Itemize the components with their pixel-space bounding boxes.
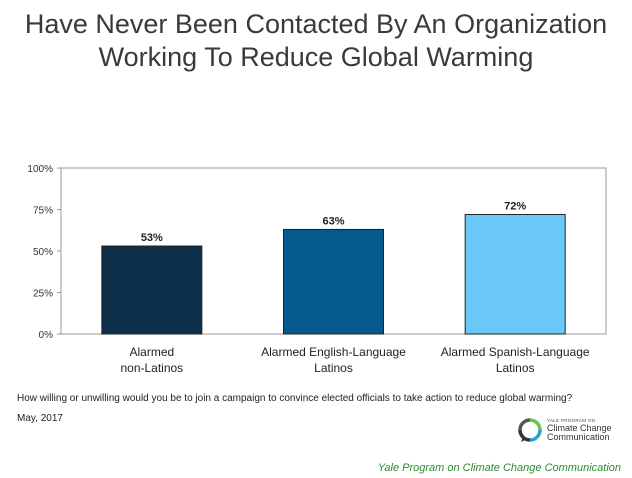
y-tick-label: 50%	[33, 247, 53, 258]
y-tick-label: 75%	[33, 206, 53, 217]
y-tick-label: 100%	[27, 164, 53, 175]
bar	[283, 228, 384, 335]
x-category-label: Alarmed	[129, 345, 174, 359]
speech-bubble-logo-icon	[518, 418, 542, 442]
bar-value-label: 53%	[141, 232, 163, 244]
footer-credit: Yale Program on Climate Change Communica…	[377, 462, 621, 474]
x-category-label: Latinos	[496, 361, 535, 375]
logo-small-text: YALE PROGRAM ON	[547, 418, 596, 423]
x-category-label: Alarmed Spanish-Language	[441, 345, 590, 359]
survey-question: How willing or unwilling would you be to…	[17, 393, 573, 404]
survey-date: May, 2017	[17, 413, 63, 424]
bar-chart-svg: 0% 25% 50% 75% 100% 53% Alarmed non-Latinos 63% A…	[27, 164, 607, 375]
bar	[101, 245, 203, 335]
y-tick-label: 0%	[39, 330, 54, 341]
bar-chart: 0% 25% 50% 75% 100% 53% Alarmed non-Latinos 63% A…	[0, 150, 632, 390]
bar-value-label: 63%	[322, 215, 344, 227]
chart-title: Have Never Been Contacted By An Organiza…	[0, 8, 632, 74]
y-tick-label: 25%	[33, 289, 53, 300]
logo-line-1: Climate Change	[547, 423, 612, 433]
ypccc-logo: YALE PROGRAM ON Climate Change Communica…	[518, 416, 618, 446]
title-line-1: Have Never Been Contacted By An Organiza…	[24, 9, 608, 39]
logo-line-2: Communication	[547, 432, 610, 442]
x-category-label: Latinos	[314, 361, 353, 375]
x-category-label: Alarmed English-Language	[261, 345, 406, 359]
x-category-label: non-Latinos	[120, 361, 183, 375]
title-line-2: Working To Reduce Global Warming	[98, 42, 534, 72]
bar-value-label: 72%	[504, 200, 526, 212]
bar	[464, 213, 566, 335]
